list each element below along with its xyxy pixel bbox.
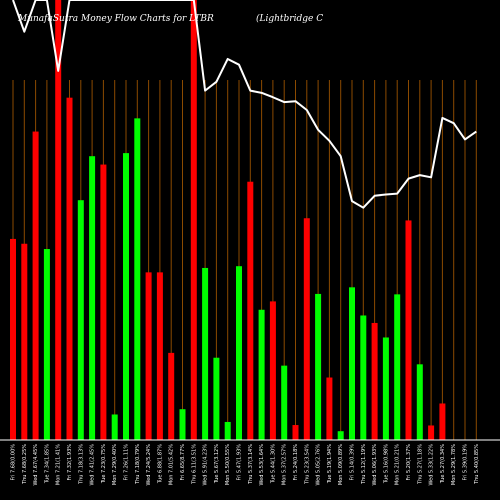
money-flow-bar	[55, 0, 62, 440]
x-tick-label: Thu 5.40(0.85%	[474, 444, 480, 485]
x-tick-label: Thu 5.37(3.14%	[248, 444, 254, 485]
x-tick-label: Mon 7.21(1.41%	[56, 444, 62, 485]
money-flow-bar	[190, 0, 197, 440]
money-flow-bar	[168, 352, 175, 440]
money-flow-bar	[145, 272, 152, 440]
money-flow-bar	[89, 156, 96, 440]
x-tick-label: Mon 5.50(0.55%	[225, 444, 231, 485]
x-tick-label: Mon 5.09(0.89%	[338, 444, 344, 485]
x-tick-label: Thu 7.68(0.25%	[22, 444, 28, 485]
x-tick-label: Mon 7.29(0.40%	[112, 444, 118, 485]
money-flow-bar	[43, 249, 50, 440]
money-flow-bar	[100, 164, 107, 440]
money-flow-bar	[21, 243, 28, 440]
x-tick-label: Mon 5.29(1.78%	[451, 444, 457, 485]
money-flow-bar	[32, 131, 39, 440]
x-tick-label: Tue 5.16(0.98%	[383, 444, 389, 484]
x-tick-label: Thu 7.18(0.79%	[135, 444, 141, 485]
money-flow-bar	[405, 220, 412, 440]
money-flow-bar	[371, 322, 378, 440]
x-tick-label: Tue 6.88(1.87%	[157, 444, 163, 484]
money-flow-bar	[326, 377, 333, 440]
money-flow-bar	[111, 414, 118, 440]
x-tick-label: Mon 5.37(2.57%	[282, 444, 288, 485]
x-tick-label: Wed 5.91(4.23%	[203, 444, 209, 486]
x-tick-label: Fri 7.32(1.93%	[67, 444, 73, 481]
x-tick-labels: Fri 7.68(0.00% Thu 7.68(0.25% Wed 7.67(4.4…	[11, 444, 480, 486]
money-flow-bar	[292, 425, 299, 440]
x-tick-label: Thu 6.11(3.51%	[191, 444, 197, 485]
x-tick-label: Thu 5.12(1.19%	[361, 444, 367, 485]
x-tick-label: Thu 7.18(3.13%	[78, 444, 84, 485]
bars	[10, 0, 446, 441]
x-tick-label: Thu 5.23(3.54%	[304, 444, 310, 485]
money-flow-bar	[416, 364, 423, 440]
money-flow-bar	[337, 431, 344, 440]
money-flow-bar	[382, 337, 389, 440]
money-flow-bar	[236, 266, 242, 440]
x-tick-label: Fri 5.39(0.19%	[463, 444, 469, 481]
x-tick-label: Fri 5.24(0.18%	[293, 444, 299, 481]
money-flow-bar	[213, 357, 220, 440]
money-flow-bar	[224, 421, 231, 440]
money-flow-bar	[156, 272, 163, 440]
price-line	[12, 0, 477, 209]
money-flow-bar	[179, 409, 186, 440]
x-tick-label: Wed 5.05(2.76%	[316, 444, 322, 486]
x-tick-label: Tue 5.27(0.34%	[440, 444, 446, 484]
x-tick-label: Wed 7.24(5.24%	[146, 444, 152, 486]
x-tick-label: Wed 5.06(1.93%	[372, 444, 378, 486]
money-flow-bar	[349, 287, 355, 440]
money-flow-bar	[202, 267, 209, 440]
money-flow-bar	[394, 294, 401, 440]
money-flow-bar	[134, 118, 141, 441]
chart-title-ticker: (Lightbridge C	[256, 14, 324, 24]
money-flow-bar	[281, 365, 288, 440]
chart-title: MunafaSutra Money Flow Charts for LTBR	[18, 14, 214, 24]
x-tick-label: Tue 7.34(1.85%	[44, 444, 50, 484]
x-tick-label: Thu 5.27(1.18%	[417, 444, 423, 485]
x-tick-label: Fri 7.26(1.11%	[124, 444, 130, 481]
x-tick-label: Tue 5.44(1.30%	[270, 444, 276, 484]
money-flow-bar	[10, 238, 16, 440]
x-tick-label: Mon 5.21(0.21%	[395, 444, 401, 485]
money-flow-bar	[66, 97, 73, 441]
x-tick-label: Tue 7.23(0.75%	[101, 444, 107, 484]
x-tick-label: Wed 7.67(4.45%	[33, 444, 39, 486]
money-flow-bar	[315, 293, 322, 440]
x-tick-label: Fri 5.47(1.93%	[237, 444, 243, 481]
money-flow-bar	[428, 425, 435, 440]
money-flow-bar	[269, 301, 276, 440]
money-flow-bar	[303, 218, 310, 440]
x-tick-label: Wed 7.41(2.45%	[90, 444, 96, 486]
x-tick-label: Tue 5.67(3.12%	[214, 444, 220, 484]
money-flow-bar	[360, 315, 367, 440]
x-tick-label: Wed 5.33(1.22%	[429, 444, 435, 486]
x-tick-label: Mon 7.01(5.42%	[169, 444, 175, 485]
price-line-group	[12, 0, 477, 209]
money-flow-bar	[247, 181, 254, 440]
x-tick-label: Tue 5.19(1.94%	[327, 444, 333, 484]
money-flow-bar	[123, 153, 129, 440]
x-tick-label: Wed 5.53(1.64%	[259, 444, 265, 486]
x-tick-label: Fri 7.68(0.00%	[11, 444, 17, 481]
x-tick-label: Fri 5.20(1.37%	[406, 444, 412, 481]
x-tick-label: Fri 6.65(8.77%	[180, 444, 186, 481]
x-tick-label: Fri 5.14(0.39%	[350, 444, 356, 481]
money-flow-bar	[439, 403, 446, 440]
money-flow-bar	[258, 309, 265, 440]
money-flow-bar	[77, 200, 84, 440]
